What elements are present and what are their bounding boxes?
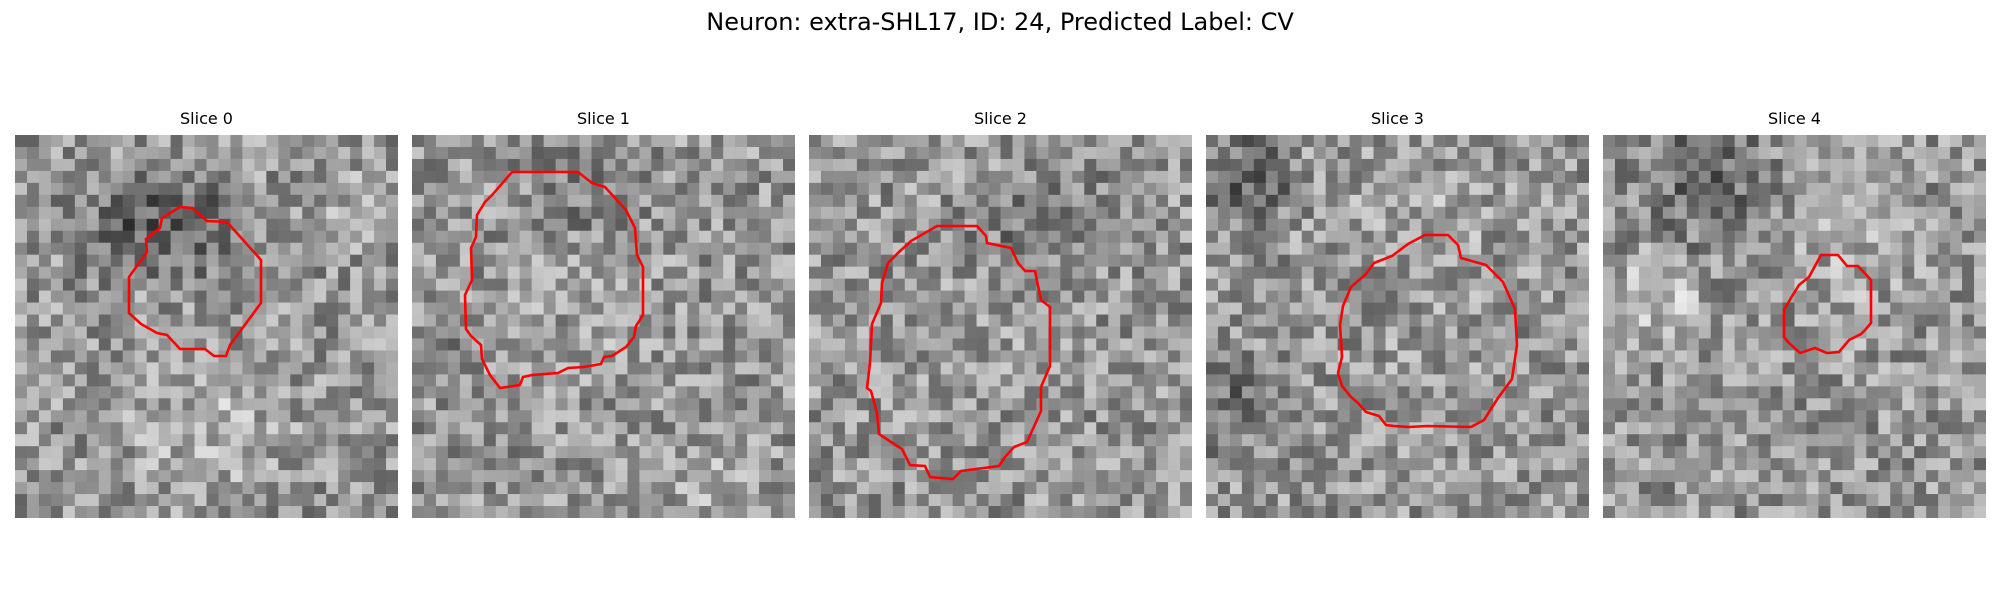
- slice-title: Slice 3: [1371, 109, 1424, 128]
- slice-image: [412, 135, 795, 518]
- figure-title: Neuron: extra-SHL17, ID: 24, Predicted L…: [706, 8, 1294, 36]
- segmentation-contour: [1336, 233, 1519, 429]
- segmentation-contour: [865, 224, 1052, 481]
- slice-image: [1603, 135, 1986, 518]
- segmentation-contour: [1782, 253, 1873, 355]
- slice-panel-3: Slice 3: [1206, 108, 1589, 518]
- slice-panel-1: Slice 1: [412, 108, 795, 518]
- slice-title: Slice 4: [1768, 109, 1821, 128]
- slice-title: Slice 0: [180, 109, 233, 128]
- slice-title: Slice 1: [577, 109, 630, 128]
- grayscale-pixels: [15, 135, 398, 518]
- segmentation-contour: [127, 205, 263, 358]
- slice-panel-4: Slice 4: [1603, 108, 1986, 518]
- grayscale-pixels: [1603, 135, 1986, 518]
- slice-image: [809, 135, 1192, 518]
- grayscale-pixels: [412, 135, 795, 518]
- slice-panel-0: Slice 0: [15, 108, 398, 518]
- grayscale-pixels: [1206, 135, 1589, 518]
- segmentation-contour: [463, 170, 645, 390]
- slice-title: Slice 2: [974, 109, 1027, 128]
- grayscale-pixels: [809, 135, 1192, 518]
- slice-image: [1206, 135, 1589, 518]
- slice-image: [15, 135, 398, 518]
- slice-panel-2: Slice 2: [809, 108, 1192, 518]
